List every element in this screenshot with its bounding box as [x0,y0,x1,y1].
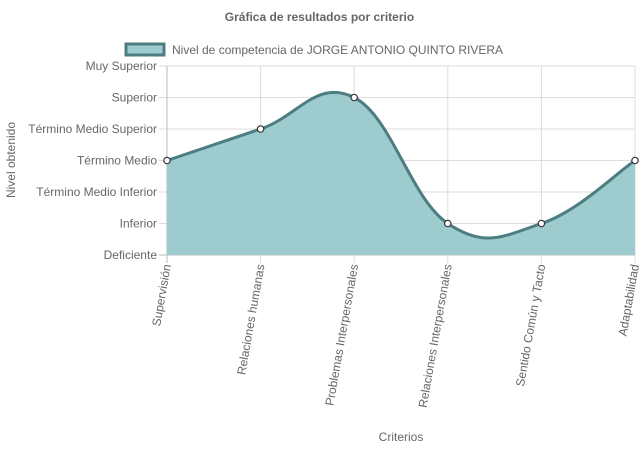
chart-title: Gráfica de resultados por criterio [225,10,414,24]
x-axis-ticks: Supervisión Relaciones humanas Problemas I… [149,263,639,409]
y-tick-label: Término Medio Superior [28,122,157,136]
x-tick-label: Supervisión [149,263,174,327]
y-tick-label: Inferior [120,217,157,231]
x-axis-label: Criterios [379,430,424,444]
legend[interactable]: Nivel de competencia de JORGE ANTONIO QU… [124,42,503,57]
data-point[interactable] [537,219,546,228]
y-tick-label: Muy Superior [86,59,157,73]
data-point[interactable] [631,156,639,165]
y-tick-label: Término Medio Inferior [36,185,157,199]
x-tick-label: Relaciones humanas [234,263,267,376]
series-area [167,92,635,255]
y-tick-label: Superior [112,91,157,105]
data-point[interactable] [163,156,171,165]
data-point[interactable] [350,93,359,102]
y-tick-label: Deficiente [104,248,158,262]
x-tick-label: Relaciones Interpersonales [416,263,455,409]
legend-swatch[interactable] [124,42,166,57]
legend-label[interactable]: Nivel de competencia de JORGE ANTONIO QU… [172,43,503,57]
x-tick-label: Adaptabilidad [616,263,639,337]
y-axis-label: Nivel obtenido [4,122,18,198]
plot-area [163,90,639,255]
x-tick-label: Sentido Común y Tacto [513,263,548,388]
data-point[interactable] [256,125,265,133]
data-point[interactable] [443,219,452,228]
x-tick-label: Problemas Interpersonales [322,263,361,407]
y-tick-label: Término Medio [77,154,157,168]
y-axis-ticks: Deficiente Inferior Término Medio Inferior… [28,59,157,262]
